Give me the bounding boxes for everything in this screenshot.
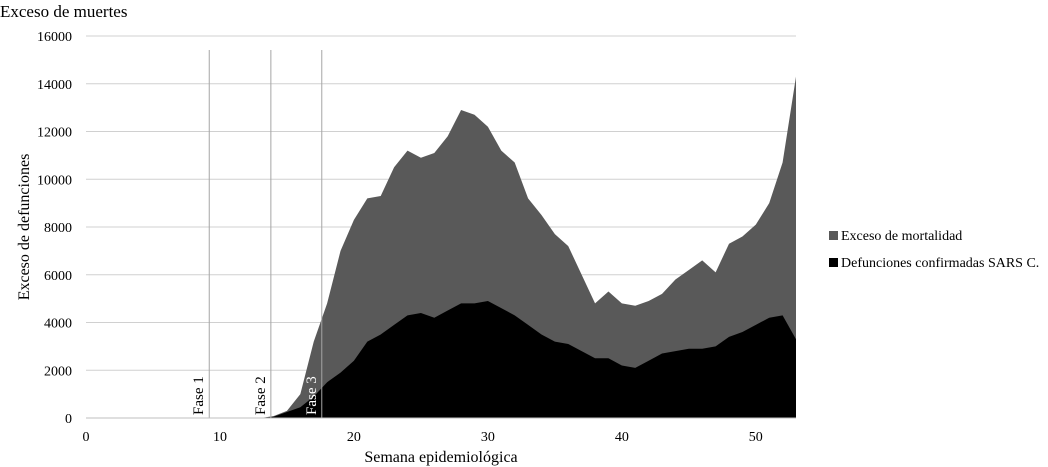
y-tick-label-16000: 16000 xyxy=(37,30,72,45)
x-axis-label: Semana epidemiológica xyxy=(364,449,517,466)
phase-label-3: Fase 3 xyxy=(304,376,320,415)
area-series xyxy=(260,76,796,418)
y-tick-label-8000: 8000 xyxy=(44,221,72,236)
x-tick-label-30: 30 xyxy=(481,430,495,445)
chart-title: Exceso de muertes xyxy=(0,2,127,21)
legend-label-1: Exceso de mortalidad xyxy=(841,229,962,244)
x-tick-labels: 0 10 20 30 40 50 xyxy=(83,430,763,445)
area-series-2 xyxy=(260,301,796,418)
y-axis-label: Exceso de defunciones xyxy=(16,154,33,301)
phase-label-2: Fase 2 xyxy=(253,376,269,415)
phase-label-1: Fase 1 xyxy=(191,376,207,415)
y-tick-label-14000: 14000 xyxy=(37,78,72,93)
y-tick-label-10000: 10000 xyxy=(37,173,72,188)
legend-label-2: Defunciones confirmadas SARS C. xyxy=(841,256,1039,271)
legend-swatch-1 xyxy=(829,231,838,240)
y-tick-label-6000: 6000 xyxy=(44,269,72,284)
x-tick-label-40: 40 xyxy=(615,430,629,445)
legend-swatch-2 xyxy=(829,258,838,267)
x-tick-label-50: 50 xyxy=(749,430,763,445)
phase-markers: Fase 1 Fase 2 Fase 3 xyxy=(191,50,323,418)
x-tick-label-20: 20 xyxy=(347,430,361,445)
x-tick-label-0: 0 xyxy=(83,430,90,445)
x-tick-label-10: 10 xyxy=(213,430,227,445)
legend: Exceso de mortalidad Defunciones confirma… xyxy=(829,229,1039,271)
y-tick-label-12000: 12000 xyxy=(37,126,72,141)
y-tick-label-0: 0 xyxy=(65,412,72,427)
y-tick-label-2000: 2000 xyxy=(44,364,72,379)
y-tick-labels: 0 2000 4000 6000 8000 10000 12000 14000 16000 xyxy=(37,30,72,427)
y-tick-label-4000: 4000 xyxy=(44,317,72,332)
